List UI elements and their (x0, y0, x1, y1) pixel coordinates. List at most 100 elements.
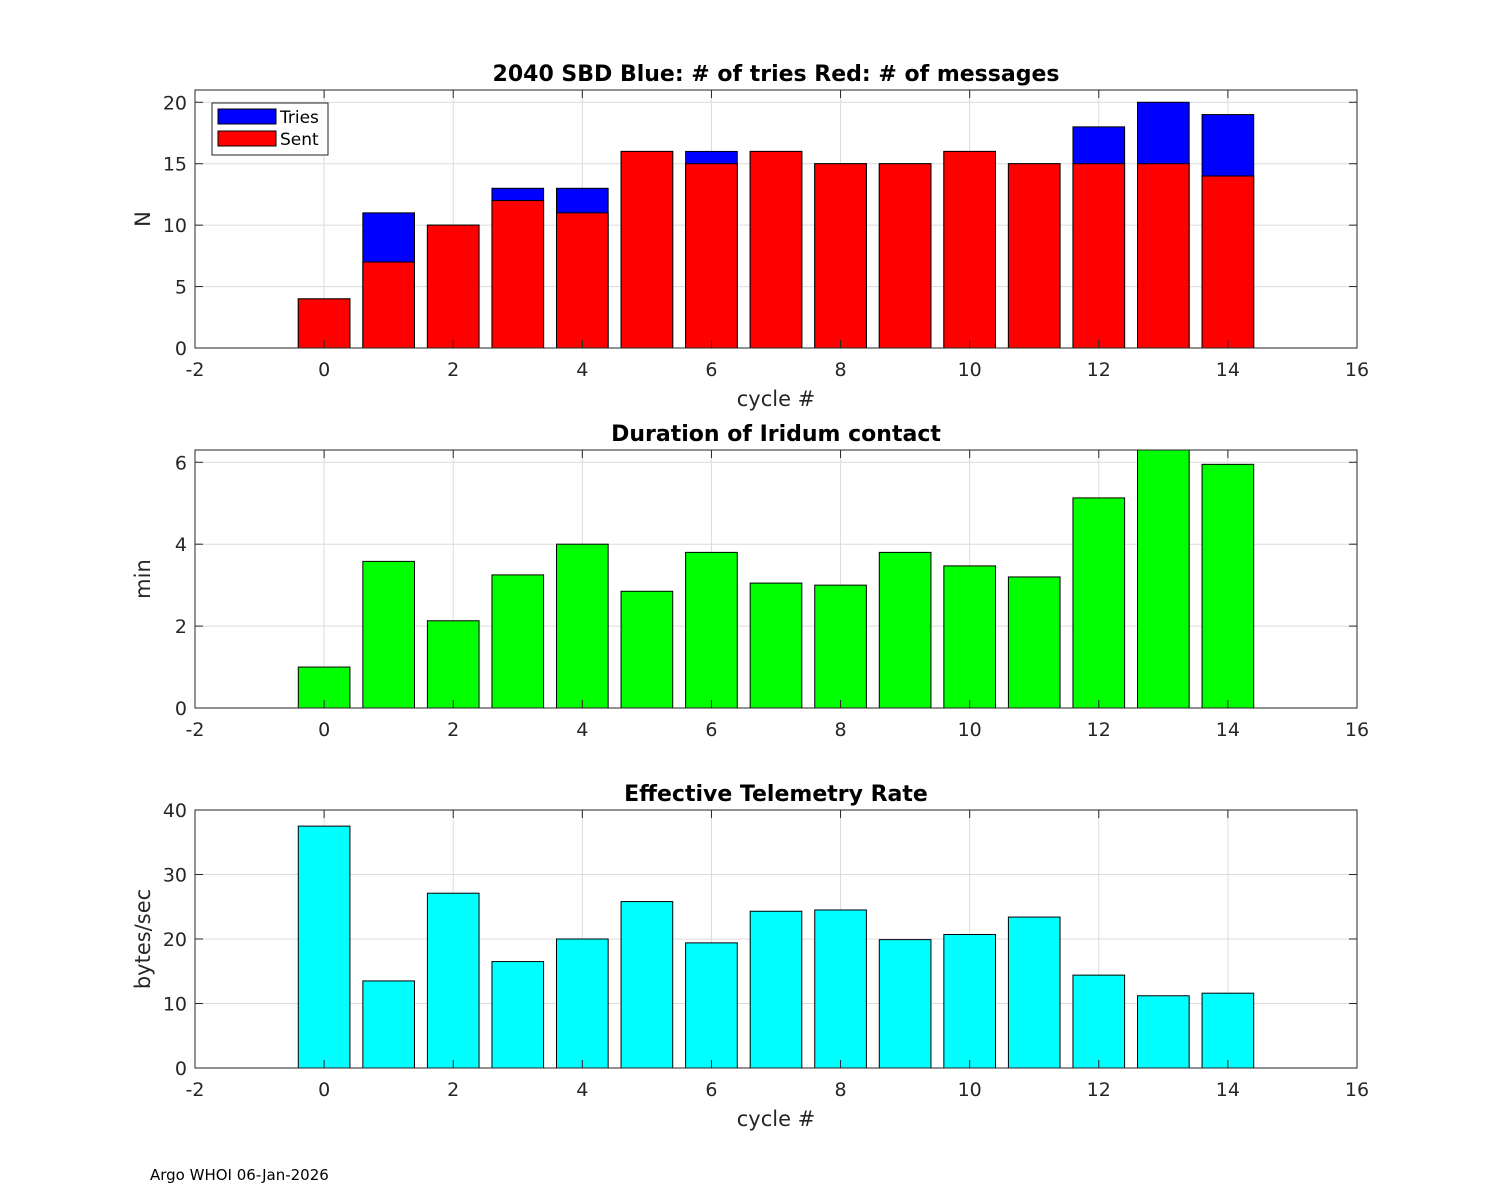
duration-bar (426, 620, 480, 709)
x-tick-label: 14 (1216, 719, 1240, 741)
x-tick-label: 2 (447, 719, 459, 741)
y-tick-label: 0 (175, 698, 187, 720)
x-tick-label: 6 (705, 1079, 717, 1101)
sent-bar (1072, 163, 1126, 349)
x-tick-label: 0 (318, 359, 330, 381)
sent-bar (491, 200, 545, 349)
rate-bar (297, 825, 351, 1069)
rate-bar (491, 961, 545, 1069)
y-axis-label: min (131, 559, 155, 599)
sent-legend-label: Sent (280, 130, 319, 150)
y-tick-label: 0 (175, 1058, 187, 1080)
rate-bar (556, 938, 609, 1069)
sent-bar (620, 150, 674, 349)
x-tick-label: -2 (186, 359, 205, 381)
y-tick-label: 5 (175, 277, 187, 299)
y-tick-label: 6 (175, 452, 187, 474)
sent-bar (749, 150, 803, 349)
chart-title: 2040 SBD Blue: # of tries Red: # of mess… (493, 62, 1060, 87)
duration-bar (685, 551, 738, 709)
x-tick-label: 12 (1087, 1079, 1111, 1101)
x-tick-label: 10 (958, 359, 982, 381)
duration-bar (1072, 497, 1126, 709)
rate-bar (1201, 992, 1255, 1069)
x-tick-label: 4 (576, 359, 588, 381)
duration-bar (814, 584, 867, 709)
duration-bar (749, 582, 803, 709)
sent-bar (426, 224, 480, 349)
sent-bar (362, 261, 415, 349)
x-tick-label: 6 (705, 359, 717, 381)
rate-bar (1007, 916, 1061, 1069)
duration-bar (362, 560, 415, 709)
x-tick-label: 10 (958, 719, 982, 741)
x-tick-label: 6 (705, 719, 717, 741)
y-tick-label: 0 (175, 338, 187, 360)
x-tick-label: 0 (318, 719, 330, 741)
x-tick-label: 14 (1216, 359, 1240, 381)
y-tick-label: 20 (163, 92, 187, 114)
axes-box (194, 449, 1358, 709)
y-axis-label: N (131, 211, 155, 227)
y-tick-label: 10 (163, 215, 187, 237)
tries-legend-swatch (217, 108, 277, 125)
sent-bar (1137, 163, 1190, 349)
x-tick-label: 16 (1345, 1079, 1369, 1101)
x-tick-label: 12 (1087, 719, 1111, 741)
y-tick-label: 30 (163, 865, 187, 887)
rate-bar (749, 910, 803, 1069)
rate-bar (1137, 995, 1190, 1069)
x-tick-label: -2 (186, 1079, 205, 1101)
duration-bar (620, 590, 674, 709)
sent-bar (878, 163, 932, 349)
x-tick-label: -2 (186, 719, 205, 741)
duration-bar (1137, 449, 1190, 709)
sent-bar (556, 212, 609, 349)
sent-legend-swatch (217, 130, 277, 147)
y-tick-label: 4 (175, 534, 187, 556)
rate-bar (362, 980, 415, 1069)
rate-bar (814, 909, 867, 1069)
footer-text: Argo WHOI 06-Jan-2026 (150, 1166, 329, 1184)
rate-bar (943, 933, 996, 1069)
x-axis-label: cycle # (737, 387, 816, 411)
sent-bar (685, 163, 738, 349)
x-tick-label: 2 (447, 1079, 459, 1101)
x-tick-label: 16 (1345, 719, 1369, 741)
x-tick-label: 8 (835, 1079, 847, 1101)
x-tick-label: 16 (1345, 359, 1369, 381)
rate-bar (685, 942, 738, 1069)
sent-bar (943, 150, 996, 349)
duration-bar (1201, 463, 1255, 709)
sent-bar (1007, 163, 1061, 349)
x-tick-label: 8 (835, 359, 847, 381)
axes-box (194, 89, 1358, 349)
chart-title: Effective Telemetry Rate (624, 782, 928, 807)
x-tick-label: 0 (318, 1079, 330, 1101)
chart-title: Duration of Iridum contact (611, 422, 941, 447)
y-tick-label: 10 (163, 994, 187, 1016)
duration-bar (491, 574, 545, 709)
sent-bar (1201, 175, 1255, 349)
x-tick-label: 4 (576, 719, 588, 741)
y-tick-label: 40 (163, 800, 187, 822)
x-tick-label: 8 (835, 719, 847, 741)
rate-bar (426, 892, 480, 1069)
x-tick-label: 10 (958, 1079, 982, 1101)
x-tick-label: 4 (576, 1079, 588, 1101)
rate-bar (620, 901, 674, 1069)
sent-bar (814, 163, 867, 349)
x-tick-label: 14 (1216, 1079, 1240, 1101)
duration-bar (943, 565, 996, 709)
rate-bar (1072, 974, 1126, 1069)
sent-bar (297, 298, 351, 349)
duration-bar (878, 551, 932, 709)
y-tick-label: 20 (163, 929, 187, 951)
x-tick-label: 12 (1087, 359, 1111, 381)
y-axis-label: bytes/sec (131, 889, 155, 989)
